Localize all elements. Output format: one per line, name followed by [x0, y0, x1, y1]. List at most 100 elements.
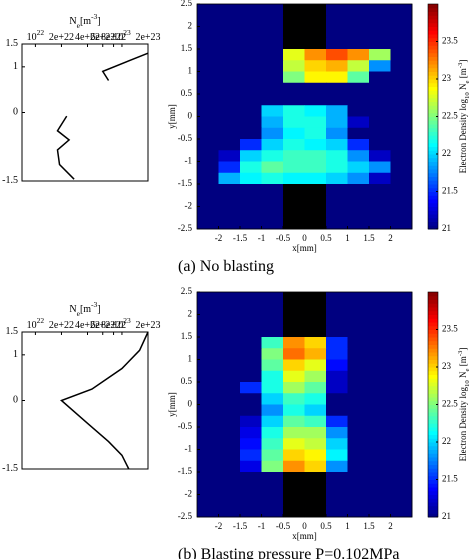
y-tick-label: 2 [188, 21, 193, 31]
no-data-cell [283, 15, 305, 27]
x-tick-label: -1 [258, 233, 266, 243]
heat-cell [261, 337, 284, 349]
heat-cell [240, 393, 262, 405]
heat-cell [390, 292, 413, 304]
profile-line [101, 52, 149, 81]
heat-cell [197, 314, 219, 327]
heat-cell [326, 303, 348, 315]
heat-cell [369, 415, 391, 428]
y-tick-label: -1.5 [2, 175, 18, 186]
heat-cell [369, 150, 391, 162]
no-data-cell [304, 292, 327, 304]
colorbar-swatch [428, 307, 438, 312]
heat-cell [261, 404, 284, 417]
no-data-cell [283, 206, 305, 219]
colorbar-swatch [428, 453, 438, 458]
x-tick-label: 0.5 [320, 521, 332, 531]
heat-cell [390, 139, 413, 151]
colorbar-swatch [428, 468, 438, 473]
heat-cell [390, 82, 413, 95]
heat-cell [390, 370, 413, 383]
x-tick-label: 4e+22 [75, 32, 100, 43]
heat-cell [369, 314, 391, 327]
heat-cell [326, 150, 348, 162]
colorbar-tick-label: 22.5 [442, 399, 458, 409]
colorbar-swatch [428, 292, 438, 297]
heat-cell [369, 105, 391, 117]
no-data-cell [304, 325, 327, 338]
heat-cell [218, 483, 241, 495]
heat-cell [304, 127, 327, 140]
heat-cell [390, 337, 413, 349]
heat-cell [218, 60, 241, 72]
heat-cell [369, 206, 391, 219]
heat-cell [197, 292, 219, 304]
heat-cell [197, 206, 219, 219]
heat-cell [326, 94, 348, 106]
colorbar-swatch [428, 165, 438, 170]
heat-cell [197, 116, 219, 129]
heat-cell [369, 460, 391, 473]
heat-cell [283, 49, 305, 61]
colorbar-swatch [428, 412, 438, 417]
heat-cell [304, 116, 327, 129]
heat-cell [197, 359, 219, 372]
no-data-cell [283, 4, 305, 16]
heat-cell [283, 382, 305, 394]
heat-cell [326, 105, 348, 117]
heat-cell [197, 105, 219, 117]
heat-cell [304, 82, 327, 95]
heat-cell [304, 172, 327, 185]
heat-cell [218, 82, 241, 95]
colorbar-swatch [428, 385, 438, 390]
heat-cell [197, 37, 219, 50]
heat-cell [197, 150, 219, 162]
x-tick-label: -1.5 [233, 233, 248, 243]
heat-cell [261, 60, 284, 72]
colorbar-swatch [428, 97, 438, 102]
heat-cell [369, 382, 391, 394]
heat-cell [326, 325, 348, 338]
no-data-cell [283, 292, 305, 304]
heat-cell [326, 472, 348, 484]
colorbar-swatch [428, 348, 438, 353]
heat-cell [326, 26, 348, 39]
heat-cell [347, 60, 370, 72]
colorbar-swatch [428, 404, 438, 409]
y-axis-label: y[mm] [167, 392, 177, 417]
colorbar-tick-label: 22 [442, 436, 451, 446]
colorbar-swatch [428, 355, 438, 360]
colorbar-swatch [428, 112, 438, 117]
heat-cell [261, 460, 284, 473]
heat-cell [197, 460, 219, 473]
heat-cell [240, 49, 262, 61]
heat-cell [347, 105, 370, 117]
heat-cell [261, 195, 284, 207]
heat-cell [261, 49, 284, 61]
heat-cell [326, 348, 348, 360]
heat-cell [240, 472, 262, 484]
heat-cell [261, 325, 284, 338]
x-tick-label: 8e+22 [101, 32, 126, 43]
heat-cell [283, 82, 305, 95]
y-tick-label: 2 [188, 309, 193, 319]
heat-cell [369, 60, 391, 72]
x-tick-label: 2e+22 [49, 320, 74, 331]
heat-cell [283, 161, 305, 174]
y-tick-label: 1 [188, 354, 193, 364]
heat-cell [283, 116, 305, 129]
heat-cell [326, 337, 348, 349]
heat-cell [390, 172, 413, 185]
heat-cell [369, 359, 391, 372]
colorbar-swatch [428, 502, 438, 507]
colorbar-tick-label: 23 [442, 361, 452, 371]
heat-cell [240, 449, 262, 462]
heat-cell [197, 94, 219, 106]
x-tick-label: 1023 [113, 28, 131, 43]
heat-cell [218, 438, 241, 450]
colorbar-swatch [428, 217, 438, 222]
x-tick-label: 2 [388, 521, 393, 531]
heat-cell [240, 415, 262, 428]
colorbar-swatch [428, 374, 438, 379]
y-tick-label: 1.5 [181, 43, 193, 53]
